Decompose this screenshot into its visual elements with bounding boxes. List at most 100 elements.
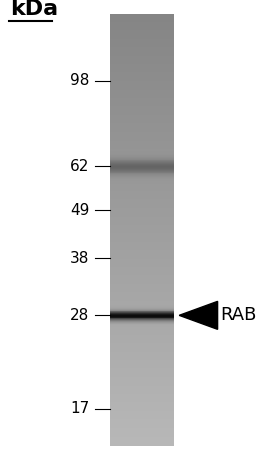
Bar [110, 82, 174, 83]
Bar [110, 171, 174, 172]
Bar [110, 387, 174, 389]
Bar [110, 364, 174, 365]
Bar [110, 362, 174, 363]
Bar [110, 194, 174, 196]
Text: 62: 62 [70, 159, 90, 174]
Bar [110, 322, 174, 323]
Bar [110, 335, 174, 336]
Bar [110, 355, 174, 357]
Bar [110, 435, 174, 436]
Bar [110, 150, 174, 151]
Bar [110, 109, 174, 110]
Bar [110, 359, 174, 360]
Bar [110, 257, 174, 258]
Bar [110, 268, 174, 269]
Bar [110, 153, 174, 154]
Bar [110, 431, 174, 432]
Bar [110, 152, 174, 153]
Bar [110, 282, 174, 284]
Bar [110, 336, 174, 338]
Bar [110, 305, 174, 306]
Bar [110, 218, 174, 219]
Bar [110, 442, 174, 443]
Bar [110, 133, 174, 134]
Bar [110, 299, 174, 301]
Bar [110, 250, 174, 252]
Bar [110, 325, 174, 326]
Bar [110, 326, 174, 328]
Bar [110, 91, 174, 93]
Bar [110, 369, 174, 371]
Bar [110, 273, 174, 274]
Bar [110, 179, 174, 180]
Bar [110, 59, 174, 60]
Bar [110, 97, 174, 99]
Bar [110, 242, 174, 244]
Bar [110, 87, 174, 89]
Bar [110, 430, 174, 431]
Bar [110, 290, 174, 291]
Bar [110, 365, 174, 366]
Bar [110, 345, 174, 347]
Bar [110, 142, 174, 144]
Bar [110, 193, 174, 195]
Bar [110, 414, 174, 415]
Text: RAB7: RAB7 [220, 306, 256, 325]
Bar [110, 137, 174, 139]
Bar [110, 24, 174, 26]
Bar [110, 328, 174, 329]
Bar [110, 370, 174, 371]
Bar [110, 203, 174, 204]
Bar [110, 146, 174, 147]
Bar [110, 45, 174, 46]
Bar [110, 65, 174, 66]
Bar [110, 314, 174, 315]
Bar [110, 201, 174, 202]
Bar [110, 161, 174, 162]
Bar [110, 183, 174, 184]
Bar [110, 285, 174, 286]
Bar [110, 191, 174, 193]
Bar [110, 247, 174, 249]
Bar [110, 264, 174, 265]
Bar [110, 211, 174, 212]
Bar [110, 398, 174, 400]
Bar [110, 431, 174, 433]
Bar [110, 123, 174, 124]
Bar [110, 209, 174, 210]
Bar [110, 270, 174, 271]
Bar [110, 405, 174, 406]
Bar [110, 429, 174, 430]
Bar [110, 252, 174, 253]
Bar [110, 441, 174, 442]
Bar [110, 76, 174, 77]
Bar [110, 255, 174, 257]
Bar [110, 228, 174, 229]
Bar [110, 121, 174, 122]
Bar [110, 123, 174, 125]
Bar [110, 44, 174, 45]
Bar [110, 174, 174, 176]
Bar [110, 332, 174, 334]
Bar [110, 256, 174, 257]
Bar [110, 296, 174, 297]
Bar [110, 360, 174, 361]
Bar [110, 111, 174, 112]
Bar [110, 95, 174, 96]
Bar [110, 310, 174, 311]
Bar [110, 124, 174, 126]
Bar [110, 233, 174, 234]
Bar [110, 246, 174, 247]
Bar [110, 301, 174, 302]
Bar [110, 163, 174, 164]
Bar [110, 307, 174, 308]
Bar [110, 348, 174, 349]
Bar [110, 86, 174, 88]
Bar [110, 127, 174, 128]
Bar [110, 170, 174, 171]
Bar [110, 180, 174, 182]
Bar [110, 412, 174, 413]
Bar [110, 83, 174, 84]
Bar [110, 204, 174, 205]
Bar [110, 79, 174, 81]
